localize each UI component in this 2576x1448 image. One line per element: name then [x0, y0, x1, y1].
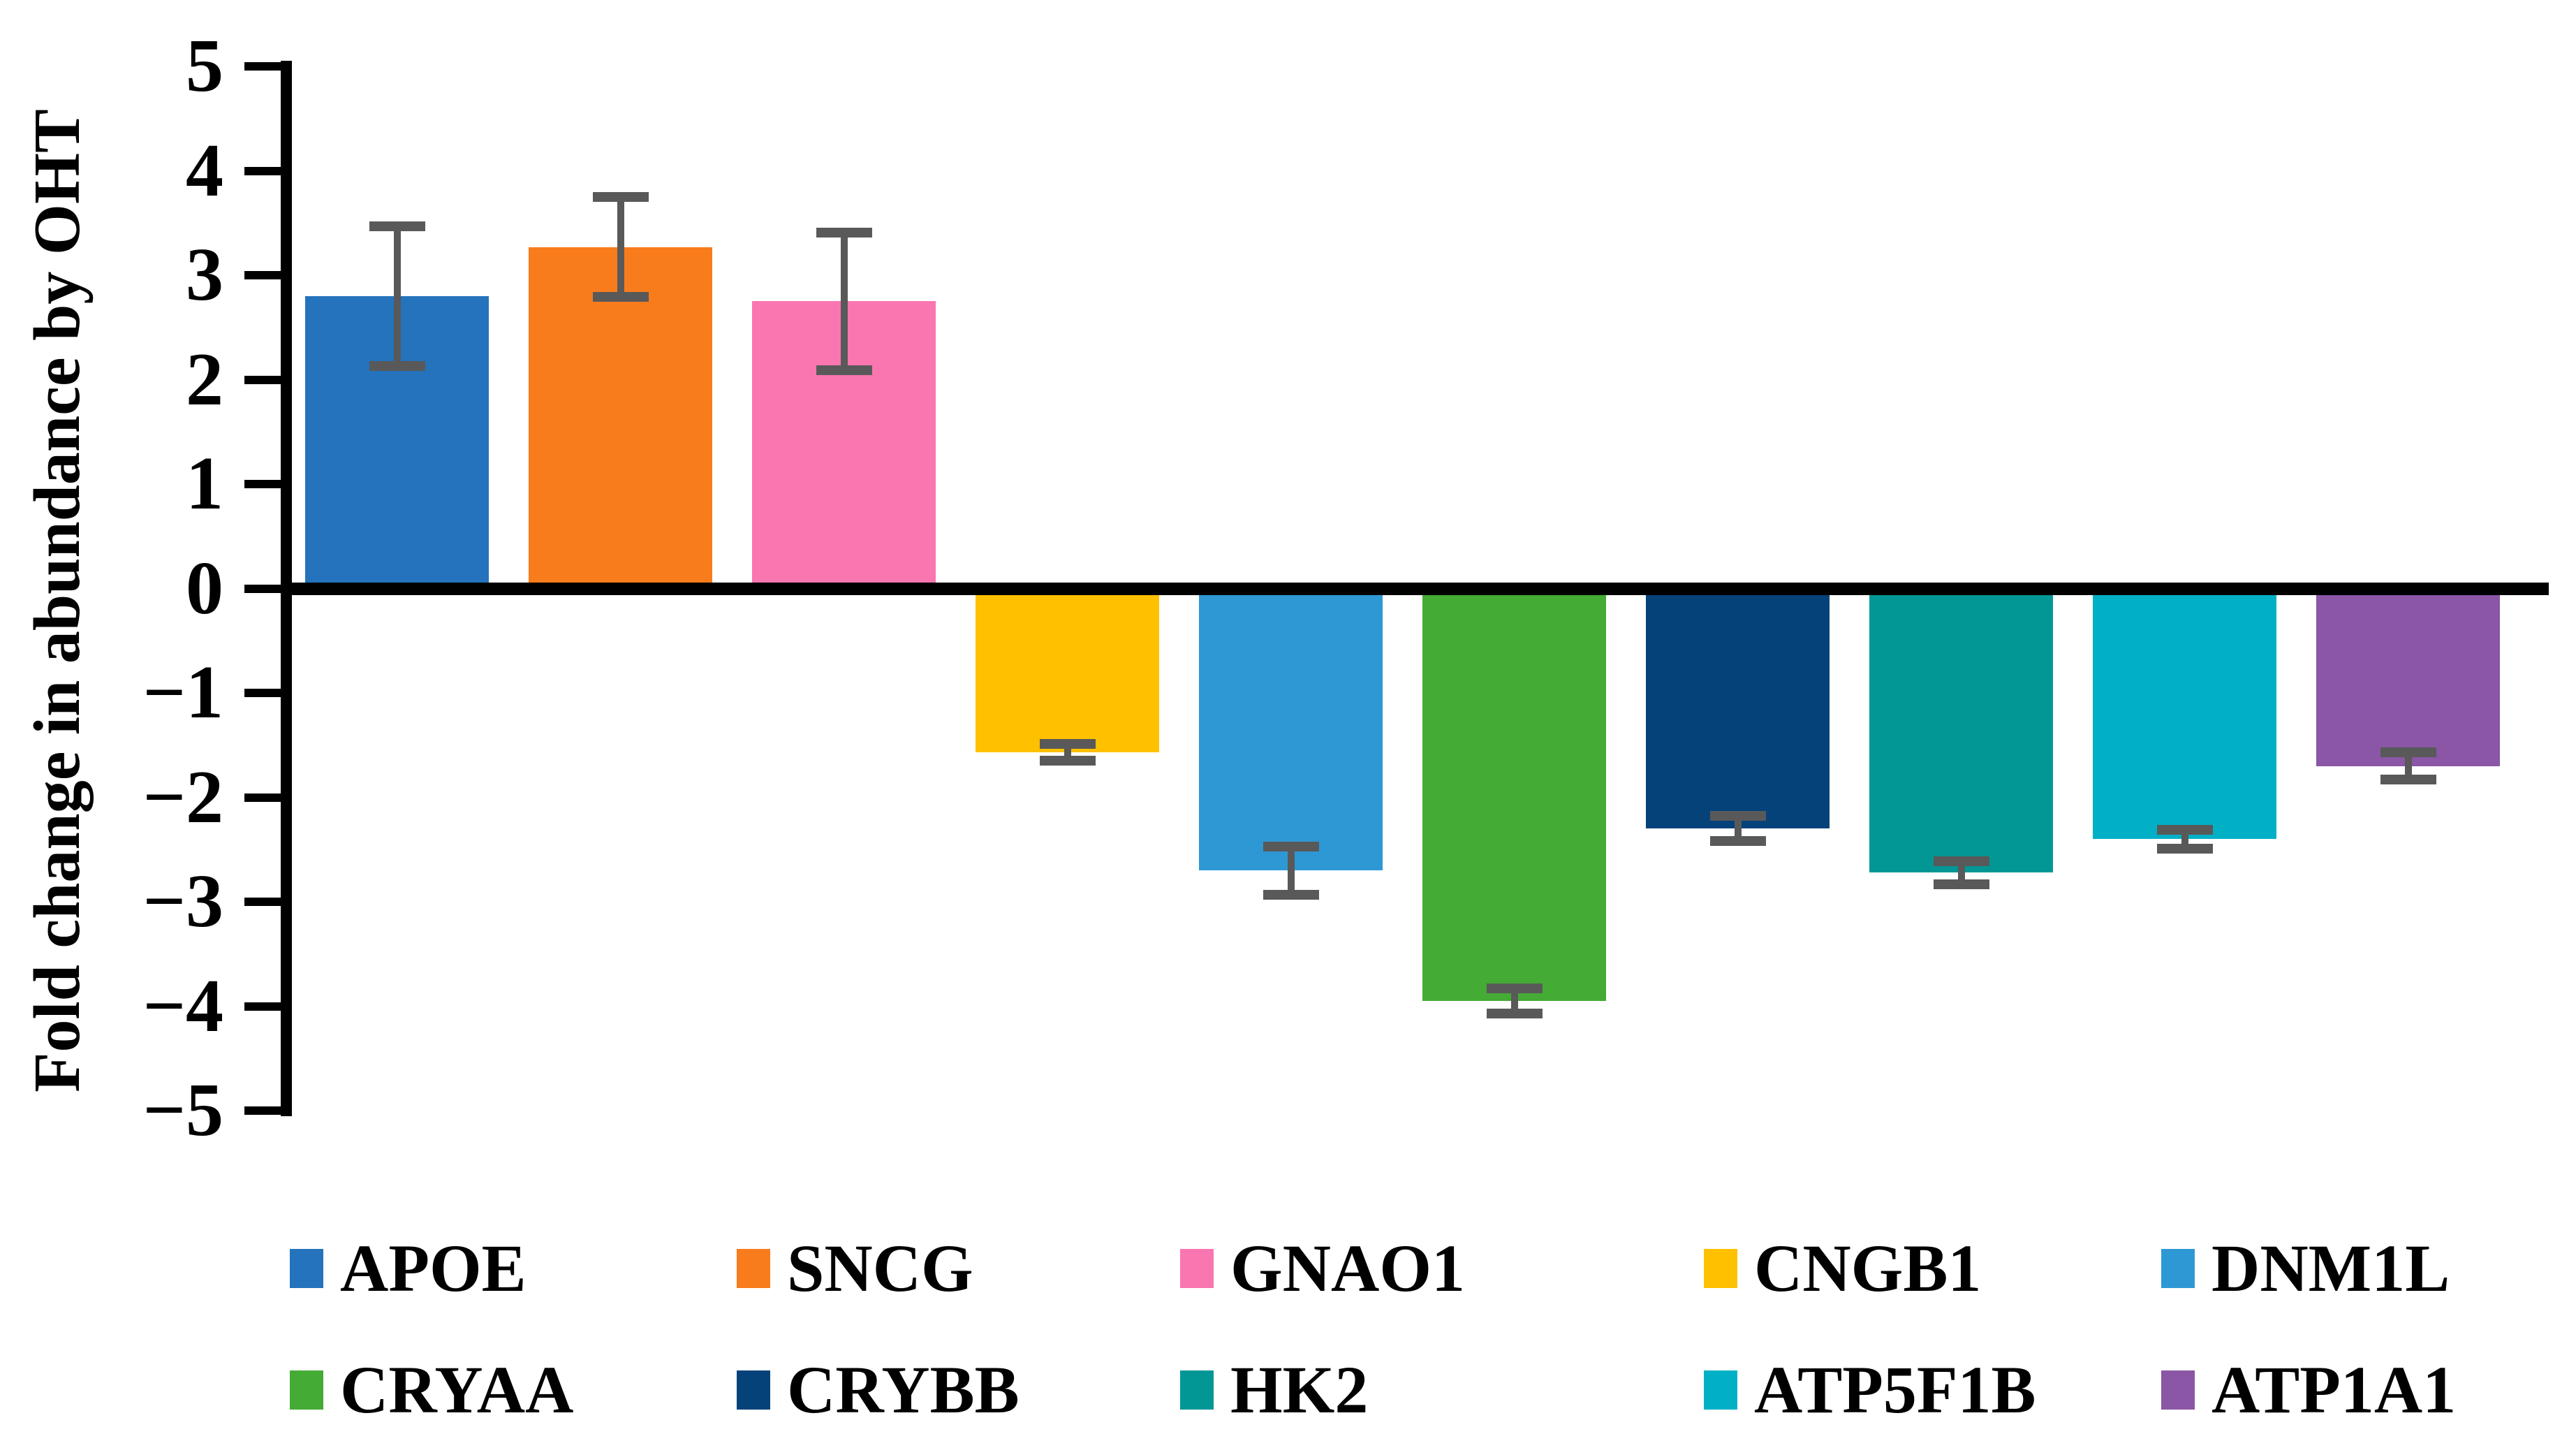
legend-swatch-APOE	[290, 1249, 323, 1288]
legend-item-CRYBB: CRYBB	[737, 1356, 1020, 1424]
legend-swatch-DNM1L	[2161, 1249, 2195, 1288]
y-tick-3	[244, 271, 281, 279]
bar-SNCG	[529, 247, 712, 589]
bar-ATP5F1B	[2093, 588, 2276, 840]
error-bar-APOE	[393, 226, 401, 367]
error-bar-cap-bottom-CRYBB	[1709, 836, 1766, 847]
error-bar-HK2	[1957, 861, 1965, 884]
legend-item-ATP5F1B: ATP5F1B	[1704, 1356, 2036, 1424]
error-bar-cap-bottom-ATP1A1	[2380, 775, 2436, 785]
error-bar-cap-bottom-DNM1L	[1263, 889, 1319, 900]
y-tick-label-1: 1	[186, 442, 223, 525]
y-tick-label-3: 3	[186, 233, 223, 316]
legend-swatch-CRYAA	[290, 1370, 323, 1410]
error-bar-SNCG	[617, 196, 624, 298]
error-bar-cap-bottom-CNGB1	[1039, 756, 1096, 766]
bar-HK2	[1869, 588, 2053, 873]
bar-CNGB1	[976, 588, 1159, 753]
y-tick-label-−5: −5	[142, 1069, 223, 1152]
error-bar-cap-bottom-HK2	[1933, 879, 1989, 889]
legend-swatch-GNAO1	[1180, 1249, 1214, 1288]
legend-swatch-CNGB1	[1704, 1249, 1737, 1288]
y-tick-label-−1: −1	[142, 651, 223, 734]
y-tick-−3	[244, 898, 281, 906]
error-bar-CRYBB	[1734, 816, 1742, 842]
error-bar-cap-bottom-APOE	[369, 361, 425, 372]
error-bar-cap-top-SNCG	[592, 191, 649, 202]
error-bar-CNGB1	[1063, 744, 1071, 761]
error-bar-cap-top-APOE	[369, 221, 425, 231]
legend-label-DNM1L: DNM1L	[2211, 1231, 2450, 1306]
error-bar-CRYAA	[1510, 988, 1518, 1014]
bar-ATP1A1	[2316, 588, 2500, 766]
legend-item-CRYAA: CRYAA	[290, 1356, 573, 1424]
error-bar-cap-bottom-GNAO1	[816, 365, 872, 376]
legend-label-APOE: APOE	[340, 1231, 527, 1306]
error-bar-GNAO1	[840, 232, 848, 371]
legend-label-ATP1A1: ATP1A1	[2211, 1352, 2457, 1427]
legend-item-DNM1L: DNM1L	[2161, 1235, 2450, 1302]
legend-item-ATP1A1: ATP1A1	[2161, 1356, 2456, 1424]
y-tick-0	[244, 584, 281, 593]
error-bar-cap-bottom-CRYAA	[1486, 1008, 1543, 1018]
legend-label-GNAO1: GNAO1	[1230, 1231, 1465, 1306]
legend-item-CNGB1: CNGB1	[1704, 1235, 1981, 1302]
legend-swatch-ATP5F1B	[1704, 1370, 1737, 1410]
legend-item-SNCG: SNCG	[737, 1235, 973, 1302]
error-bar-ATP5F1B	[2181, 829, 2188, 849]
zero-baseline	[281, 582, 2549, 595]
legend-swatch-HK2	[1180, 1370, 1214, 1410]
y-tick-label-0: 0	[186, 546, 223, 630]
bar-CRYAA	[1422, 588, 1606, 1002]
bar-CRYBB	[1646, 588, 1830, 829]
error-bar-cap-bottom-SNCG	[592, 292, 649, 302]
bar-DNM1L	[1199, 588, 1383, 871]
legend-swatch-CRYBB	[737, 1370, 770, 1410]
y-tick-−4	[244, 1002, 281, 1011]
y-tick-−5	[244, 1106, 281, 1115]
y-tick-−1	[244, 689, 281, 697]
y-tick-5	[244, 62, 281, 71]
error-bar-cap-top-GNAO1	[816, 227, 872, 237]
legend-item-GNAO1: GNAO1	[1180, 1235, 1465, 1302]
legend-label-HK2: HK2	[1230, 1352, 1369, 1427]
y-tick-label-4: 4	[186, 129, 223, 212]
y-tick-label-5: 5	[186, 24, 223, 108]
legend-swatch-ATP1A1	[2161, 1370, 2195, 1410]
error-bar-cap-top-CRYBB	[1709, 811, 1766, 821]
y-tick-4	[244, 166, 281, 175]
legend-label-CRYBB: CRYBB	[787, 1352, 1020, 1427]
error-bar-cap-top-DNM1L	[1263, 841, 1319, 851]
legend-item-HK2: HK2	[1180, 1356, 1368, 1424]
y-tick-1	[244, 480, 281, 488]
y-tick-label-−3: −3	[142, 860, 223, 943]
legend-item-APOE: APOE	[290, 1235, 527, 1302]
error-bar-cap-top-CNGB1	[1039, 739, 1096, 749]
error-bar-cap-top-HK2	[1933, 856, 1989, 866]
y-tick-label-2: 2	[186, 337, 223, 421]
y-tick-label-−2: −2	[142, 755, 223, 839]
error-bar-cap-bottom-ATP5F1B	[2156, 843, 2213, 854]
error-bar-cap-top-CRYAA	[1486, 983, 1543, 994]
y-tick-label-−4: −4	[142, 964, 223, 1048]
error-bar-DNM1L	[1287, 846, 1295, 895]
legend-swatch-SNCG	[737, 1249, 770, 1288]
y-tick-−2	[244, 793, 281, 802]
error-bar-ATP1A1	[2404, 752, 2412, 780]
y-tick-2	[244, 375, 281, 384]
legend-label-ATP5F1B: ATP5F1B	[1754, 1352, 2036, 1427]
legend-label-SNCG: SNCG	[787, 1231, 973, 1306]
legend-label-CRYAA: CRYAA	[340, 1352, 574, 1427]
error-bar-cap-top-ATP5F1B	[2156, 824, 2213, 835]
error-bar-cap-top-ATP1A1	[2380, 747, 2436, 758]
legend-label-CNGB1: CNGB1	[1754, 1231, 1982, 1306]
